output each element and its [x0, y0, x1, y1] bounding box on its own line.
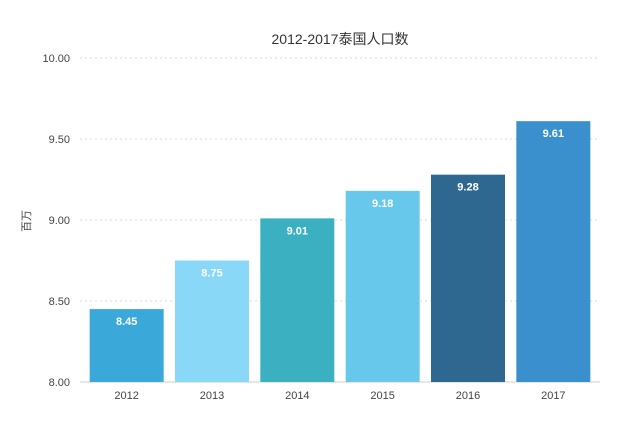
data-label-2017: 9.61: [543, 128, 564, 140]
x-tick-label: 2014: [285, 390, 309, 402]
chart-title: 2012-2017泰国人口数: [272, 31, 409, 47]
bar-2013: [175, 260, 249, 382]
y-tick-label: 8.00: [49, 377, 70, 389]
bar-2012: [89, 309, 164, 382]
x-tick-label: 2013: [200, 390, 224, 402]
data-label-2014: 9.01: [287, 225, 308, 237]
x-tick-label: 2012: [114, 390, 138, 402]
x-tick-label: 2017: [541, 390, 565, 402]
y-tick-label: 10.00: [42, 53, 70, 65]
x-axis-ticks: 2012 2013 2014 2015 2016 2017: [114, 390, 565, 402]
y-axis-ticks: 8.00 8.50 9.00 9.50 10.00: [42, 53, 70, 389]
bar-2017: [516, 121, 591, 383]
data-label-2016: 9.28: [457, 182, 478, 194]
bar-2016: [431, 174, 505, 382]
y-tick-label: 9.00: [49, 215, 70, 227]
bars: 8.45 8.75 9.01 9.18 9.28 9.61: [89, 121, 591, 383]
y-tick-label: 8.50: [49, 296, 70, 308]
bar-2014: [260, 218, 335, 382]
bar-2015: [345, 190, 420, 382]
data-label-2013: 8.75: [201, 268, 222, 280]
gridlines: [80, 57, 600, 383]
y-tick-label: 9.50: [49, 134, 70, 146]
data-label-2012: 8.45: [116, 316, 137, 328]
x-tick-label: 2016: [456, 390, 480, 402]
x-tick-label: 2015: [370, 390, 394, 402]
y-axis-label: 百万: [21, 210, 33, 232]
data-label-2015: 9.18: [372, 198, 393, 210]
